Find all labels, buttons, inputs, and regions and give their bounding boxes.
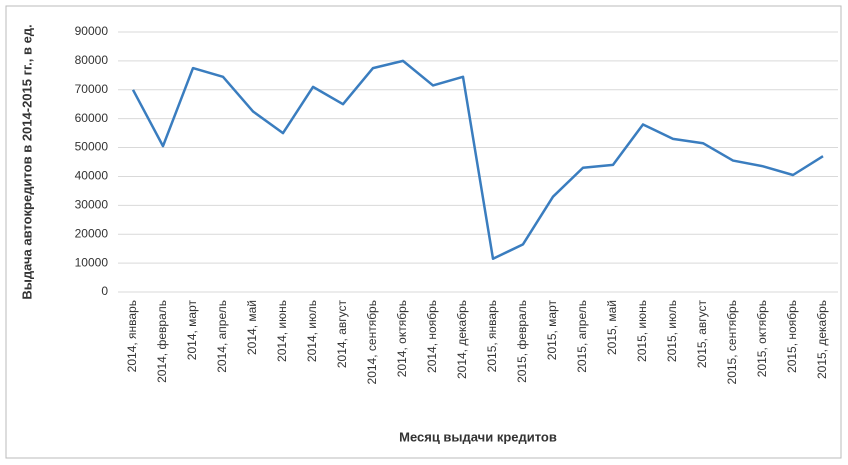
y-tick-label: 70000 <box>75 82 109 96</box>
x-tick-label: 2014, ноябрь <box>425 300 439 373</box>
y-axis-title: Выдача автокредитов в 2014-2015 гг., в е… <box>19 24 34 299</box>
x-tick-label: 2015, апрель <box>575 300 589 373</box>
x-tick-label: 2015, октябрь <box>755 300 769 377</box>
x-tick-label: 2015, август <box>695 300 709 369</box>
y-tick-label: 40000 <box>75 169 109 183</box>
x-tick-label: 2015, январь <box>485 300 499 372</box>
x-tick-label: 2014, январь <box>125 300 139 372</box>
x-tick-label: 2015, сентябрь <box>725 300 739 384</box>
x-tick-label: 2015, июль <box>665 300 679 362</box>
y-tick-label: 60000 <box>75 111 109 125</box>
x-tick-label: 2014, апрель <box>215 300 229 373</box>
x-tick-label: 2014, февраль <box>155 300 169 383</box>
y-tick-label: 20000 <box>75 226 109 240</box>
x-tick-label: 2014, декабрь <box>455 300 469 379</box>
x-tick-label: 2014, сентябрь <box>365 300 379 384</box>
y-tick-label: 0 <box>101 284 108 298</box>
x-tick-label: 2015, февраль <box>515 300 529 383</box>
y-tick-label: 30000 <box>75 198 109 212</box>
chart-border <box>5 5 842 459</box>
data-line <box>131 59 824 261</box>
x-tick-label: 2014, май <box>245 300 259 355</box>
x-tick-label: 2014, июнь <box>275 300 289 362</box>
x-tick-label: 2015, март <box>545 300 559 361</box>
x-tick-label: 2015, июнь <box>635 300 649 362</box>
y-tick-label: 90000 <box>75 24 109 38</box>
y-tick-label: 10000 <box>75 255 109 269</box>
x-axis-title: Месяц выдачи кредитов <box>399 429 557 444</box>
x-tick-label: 2014, март <box>185 300 199 361</box>
y-tick-label: 50000 <box>75 140 109 154</box>
x-tick-label: 2014, октябрь <box>395 300 409 377</box>
x-tick-label: 2015, декабрь <box>815 300 829 379</box>
x-tick-label: 2015, ноябрь <box>785 300 799 373</box>
x-tick-label: 2014, июль <box>305 300 319 362</box>
y-tick-label: 80000 <box>75 53 109 67</box>
x-tick-label: 2015, май <box>605 300 619 355</box>
x-tick-label: 2014, август <box>335 300 349 369</box>
